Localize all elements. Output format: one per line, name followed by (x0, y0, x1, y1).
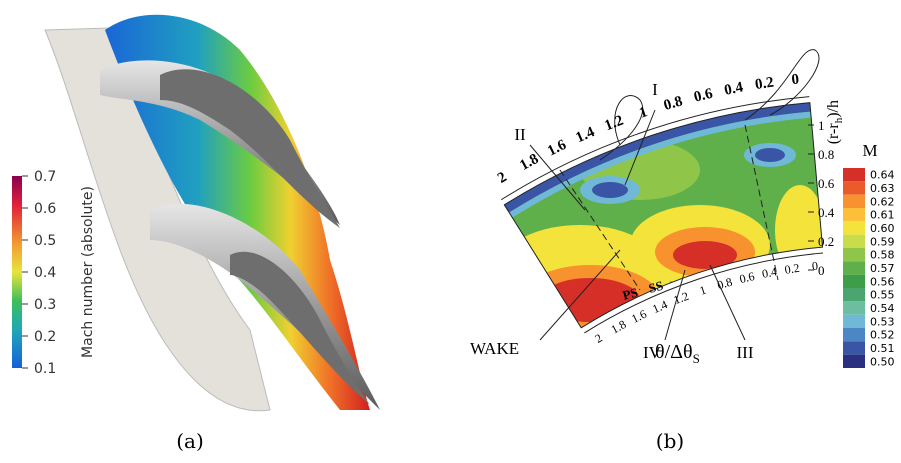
top-scale-label: 1 (637, 104, 649, 122)
colorbar-tick-label: 0.61 (870, 209, 895, 222)
colorbar-tick-label: 0.1 (34, 361, 56, 377)
colorbar-swatch (843, 235, 865, 248)
right-scale-label: 0 (818, 263, 825, 278)
colorbar-tick-label: 0.64 (870, 169, 895, 182)
colorbar-tick-label: 0.7 (34, 169, 56, 185)
label-sub: S (693, 351, 700, 366)
right-scale-label: 0.8 (818, 147, 834, 162)
colorbar-tick-label: 0.6 (34, 201, 56, 217)
colorbar-b: M0.640.630.620.610.600.590.580.570.560.5… (843, 141, 895, 368)
bottom-scale-label: 1.8 (609, 317, 629, 336)
colorbar-swatch (843, 221, 865, 234)
render-a (12, 15, 380, 411)
colorbar-a (12, 176, 22, 368)
colorbar-swatch (843, 288, 865, 301)
colorbar-a-title: Mach number (absolute) (80, 186, 96, 358)
right-scale-label: 0.2 (818, 234, 834, 249)
top-scale-label: 0.8 (662, 93, 684, 114)
bottom-scale-label: 1 (698, 283, 708, 298)
bottom-axis-label: θ/ΔθS (655, 341, 700, 366)
colorbar-a-labels: 0.7 0.6 0.5 0.4 0.3 0.2 0.1 (22, 169, 56, 377)
top-scale-label: 1.2 (603, 113, 626, 135)
contour-field (450, 80, 850, 380)
colorbar-swatch (843, 275, 865, 288)
colorbar-tick-label: 0.58 (870, 249, 895, 262)
bottom-scale-label: 0.2 (784, 261, 801, 277)
colorbar-title: M (862, 141, 877, 160)
colorbar-tick-label: 0.59 (870, 235, 895, 248)
top-scale-label: 1.4 (574, 124, 598, 146)
right-scale-label: 0.4 (818, 205, 835, 220)
wake-label: WAKE (470, 339, 519, 358)
label-part: (r-r (825, 123, 842, 145)
top-scale-label: 2 (495, 169, 510, 187)
colorbar-tick-label: 0.4 (34, 265, 56, 281)
bottom-scale-label: 0.8 (716, 275, 734, 293)
panel-label: (a) (176, 429, 204, 453)
colorbar-tick-label: 0.52 (870, 329, 895, 342)
marker-label: II (514, 125, 526, 144)
bottom-scale-label: 0.6 (738, 269, 756, 286)
bottom-scale-label: 0.4 (761, 264, 778, 281)
colorbar-swatch (843, 181, 865, 194)
colorbar-tick-label: 0.55 (870, 289, 895, 302)
marker-label: IV (643, 343, 662, 362)
colorbar-tick-label: 0.2 (34, 329, 56, 345)
top-scale-label: 0.6 (692, 86, 714, 106)
colorbar-tick-label: 0.3 (34, 297, 56, 313)
colorbar-swatch (843, 355, 865, 368)
colorbar-tick-label: 0.54 (870, 302, 895, 315)
figure: 0.7 0.6 0.5 0.4 0.3 0.2 0.1 Mach number (absol… (0, 0, 901, 463)
top-scale-label: 0.4 (723, 79, 745, 98)
colorbar-swatch (843, 315, 865, 328)
colorbar-tick-label: 0.60 (870, 222, 895, 235)
right-scale-label: 0.6 (818, 176, 835, 191)
colorbar-swatch (843, 261, 865, 274)
colorbar-swatch (843, 301, 865, 314)
colorbar-swatch (843, 248, 865, 261)
bottom-scale-label: 1.6 (629, 307, 649, 326)
bottom-scale-label: 2 (592, 331, 604, 346)
right-axis-label: (r-rh)/h (825, 100, 845, 144)
top-scale-label: 0.2 (754, 75, 775, 94)
bottom-scale-label: 1.4 (650, 297, 669, 316)
colorbar-swatch (843, 341, 865, 354)
bottom-scale-label: 1.2 (672, 289, 691, 307)
marker-label: III (737, 343, 754, 362)
panel-label: (b) (656, 429, 684, 453)
colorbar-tick-label: 0.57 (870, 262, 895, 275)
marker-label: I (652, 80, 658, 99)
colorbar-tick-label: 0.56 (870, 275, 895, 288)
right-scale-label: 1 (818, 118, 825, 133)
colorbar-swatch (843, 208, 865, 221)
colorbar-tick-label: 0.5 (34, 233, 56, 249)
colorbar-swatch (843, 195, 865, 208)
colorbar-swatch (843, 168, 865, 181)
colorbar-tick-label: 0.62 (870, 195, 895, 208)
colorbar-tick-label: 0.63 (870, 182, 895, 195)
label-part: )/h (825, 100, 842, 118)
colorbar-tick-label: 0.51 (870, 342, 895, 355)
colorbar-tick-label: 0.53 (870, 315, 895, 328)
contour-b (450, 50, 850, 380)
top-scale-label: 0 (791, 72, 800, 89)
colorbar-swatch (843, 328, 865, 341)
colorbar-tick-label: 0.50 (870, 355, 895, 368)
top-scale-label: 1.6 (545, 137, 569, 160)
